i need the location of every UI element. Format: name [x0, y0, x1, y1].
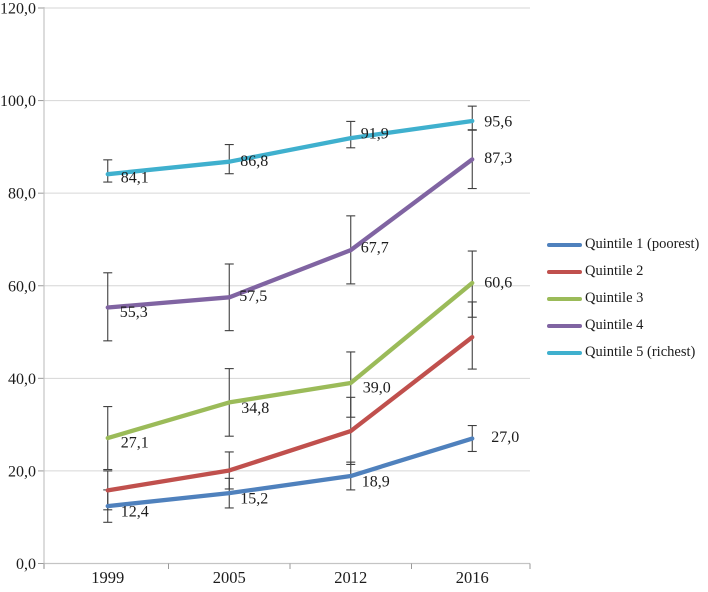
y-axis-tick-label: 120,0: [0, 1, 36, 18]
data-label: 95,6: [484, 113, 512, 130]
y-axis-tick-label: 100,0: [0, 93, 36, 110]
data-label: 34,8: [241, 400, 269, 417]
y-axis-tick-label: 20,0: [8, 463, 36, 480]
data-label: 15,2: [240, 491, 268, 508]
y-axis-tick-label: 80,0: [8, 186, 36, 203]
data-label: 27,0: [491, 429, 519, 446]
data-label: 57,5: [239, 288, 267, 305]
legend-item: Quintile 3: [547, 285, 699, 312]
y-axis-tick-label: 40,0: [8, 371, 36, 388]
legend-item-label: Quintile 3: [585, 290, 644, 306]
series-line-3: [105, 280, 475, 441]
data-label: 18,9: [362, 474, 390, 491]
series-line-4: [105, 157, 475, 310]
legend: Quintile 1 (poorest) Quintile 2 Quintile 3…: [547, 231, 699, 366]
data-label: 55,3: [120, 304, 148, 321]
x-axis-tick-label: 2016: [456, 568, 489, 587]
legend-item-label: Quintile 4: [585, 317, 644, 333]
x-axis-tick-label: 1999: [91, 568, 124, 587]
data-label: 39,0: [363, 379, 391, 396]
y-axis-tick-label: 60,0: [8, 278, 36, 295]
y-axis-tick-label: 0,0: [16, 556, 36, 573]
legend-swatch: [547, 242, 582, 247]
series-line-1: [105, 436, 475, 509]
legend-item-label: Quintile 1 (poorest): [585, 236, 700, 252]
legend-item-label: Quintile 5 (richest): [585, 344, 696, 360]
legend-swatch: [547, 323, 582, 328]
series-line-2: [105, 334, 475, 493]
legend-item: Quintile 5 (richest): [547, 339, 699, 366]
x-axis-tick-label: 2012: [334, 568, 367, 587]
data-label: 86,8: [240, 153, 268, 170]
legend-item-label: Quintile 2: [585, 263, 644, 279]
x-axis-tick-label: 2005: [213, 568, 246, 587]
series-line-5: [105, 118, 475, 177]
data-label: 60,6: [484, 274, 512, 291]
data-label: 67,7: [361, 240, 389, 257]
data-label: 87,3: [484, 150, 512, 167]
legend-swatch: [547, 296, 582, 301]
legend-item: Quintile 2: [547, 258, 699, 285]
data-label: 12,4: [121, 504, 149, 521]
data-label: 27,1: [121, 435, 149, 452]
legend-item: Quintile 4: [547, 312, 699, 339]
data-label: 91,9: [361, 126, 389, 143]
data-label: 84,1: [121, 170, 149, 187]
legend-swatch: [547, 350, 582, 355]
legend-swatch: [547, 269, 582, 274]
legend-item: Quintile 1 (poorest): [547, 231, 699, 258]
